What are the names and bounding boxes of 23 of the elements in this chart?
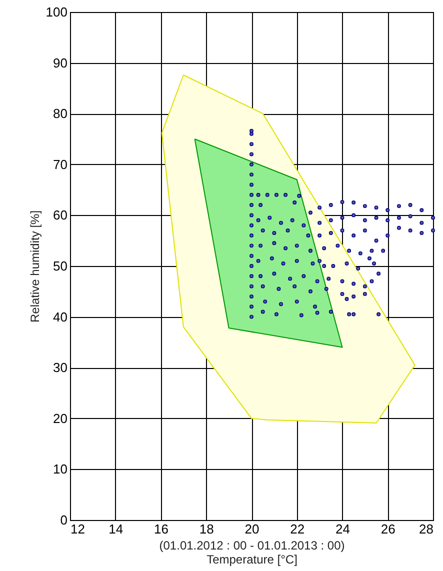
y-axis-title: Relative humidity [%] bbox=[28, 210, 42, 323]
x-tick-label: 12 bbox=[70, 522, 85, 536]
y-tick-label: 90 bbox=[53, 55, 68, 70]
y-tick-label: 70 bbox=[53, 156, 68, 172]
y-tick-label: 30 bbox=[53, 360, 68, 376]
y-tick-label: 10 bbox=[53, 462, 68, 477]
y-tick-label: 60 bbox=[53, 208, 68, 223]
y-tick-label: 100 bbox=[46, 4, 68, 20]
text: (01.01.2012 : 00 - 01.01.2013 : 00) bbox=[159, 538, 345, 552]
x-tick-label: 16 bbox=[154, 522, 168, 536]
x-tick-label: 22 bbox=[290, 522, 305, 536]
x-tick-label: 28 bbox=[419, 522, 434, 536]
y-tick-label: 50 bbox=[53, 258, 68, 274]
x-tick-label: 20 bbox=[244, 522, 260, 536]
y-tick-label: 80 bbox=[53, 106, 68, 122]
x-tick-label: 14 bbox=[108, 522, 124, 536]
x-tick-label: 18 bbox=[199, 522, 214, 536]
x-tick-label: 26 bbox=[380, 522, 396, 536]
x-tick-label: 24 bbox=[336, 522, 350, 536]
y-tick-label: 40 bbox=[53, 309, 68, 324]
y-tick-label: 0 bbox=[60, 512, 68, 528]
y-tick-label: 20 bbox=[53, 410, 68, 426]
x-axis-title: Temperature [°C] bbox=[206, 552, 298, 566]
